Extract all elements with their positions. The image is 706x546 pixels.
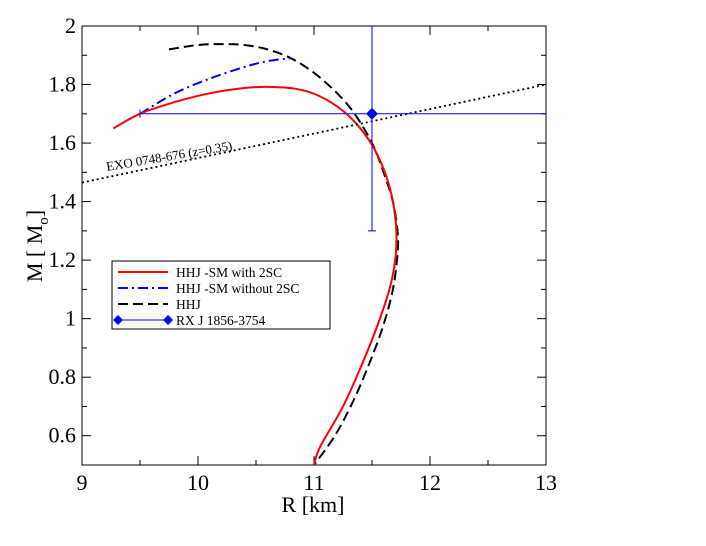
series-line-hhj — [168, 43, 400, 466]
y-tick-label: 1.2 — [49, 247, 77, 272]
y-axis-title-main: M [ M — [22, 225, 47, 282]
obs-point-marker — [366, 107, 378, 120]
y-axis-title-end: ] — [22, 210, 47, 217]
legend-obs-marker — [163, 315, 173, 325]
x-tick-label: 10 — [187, 470, 209, 495]
y-axis-ticks: 0.6 0.8 1 1.2 1.4 1.6 1.8 2 — [49, 13, 546, 466]
series-layer — [112, 43, 400, 466]
y-tick-label: 0.6 — [49, 423, 77, 448]
x-tick-label: 13 — [535, 470, 557, 495]
plot-area-border — [81, 25, 547, 466]
x-tick-label: 12 — [419, 470, 441, 495]
series-line-hhj-sm-without-2sc — [139, 57, 291, 115]
y-axis-title-sub: o — [36, 217, 52, 225]
y-tick-label: 1.4 — [49, 189, 77, 214]
x-tick-label: 11 — [303, 470, 324, 495]
y-tick-label: 1 — [65, 306, 76, 331]
constraint-line — [81, 83, 547, 184]
y-axis-title: M [ Mo] — [22, 210, 52, 282]
y-tick-label: 1.8 — [49, 72, 77, 97]
legend-label: HHJ — [176, 297, 201, 312]
observation-layer — [139, 26, 546, 232]
constraint-label: EXO 0748-676 (z=0.35) — [105, 138, 233, 174]
legend-obs-marker — [113, 315, 123, 325]
constraint-layer — [81, 83, 547, 184]
x-tick-label: 9 — [77, 470, 88, 495]
x-axis-ticks: 9 10 11 12 13 — [77, 26, 557, 495]
legend-label: HHJ -SM without 2SC — [176, 281, 299, 296]
y-tick-label: 2 — [65, 13, 76, 38]
x-axis-title: R [km] — [282, 492, 345, 517]
legend-label: RX J 1856-3754 — [176, 313, 266, 328]
plot-frame — [81, 25, 547, 466]
y-tick-label: 0.8 — [49, 364, 77, 389]
legend-label: HHJ -SM with 2SC — [176, 265, 282, 280]
y-tick-label: 1.6 — [49, 130, 77, 155]
series-line-hhj-sm-with-2sc — [112, 85, 398, 466]
